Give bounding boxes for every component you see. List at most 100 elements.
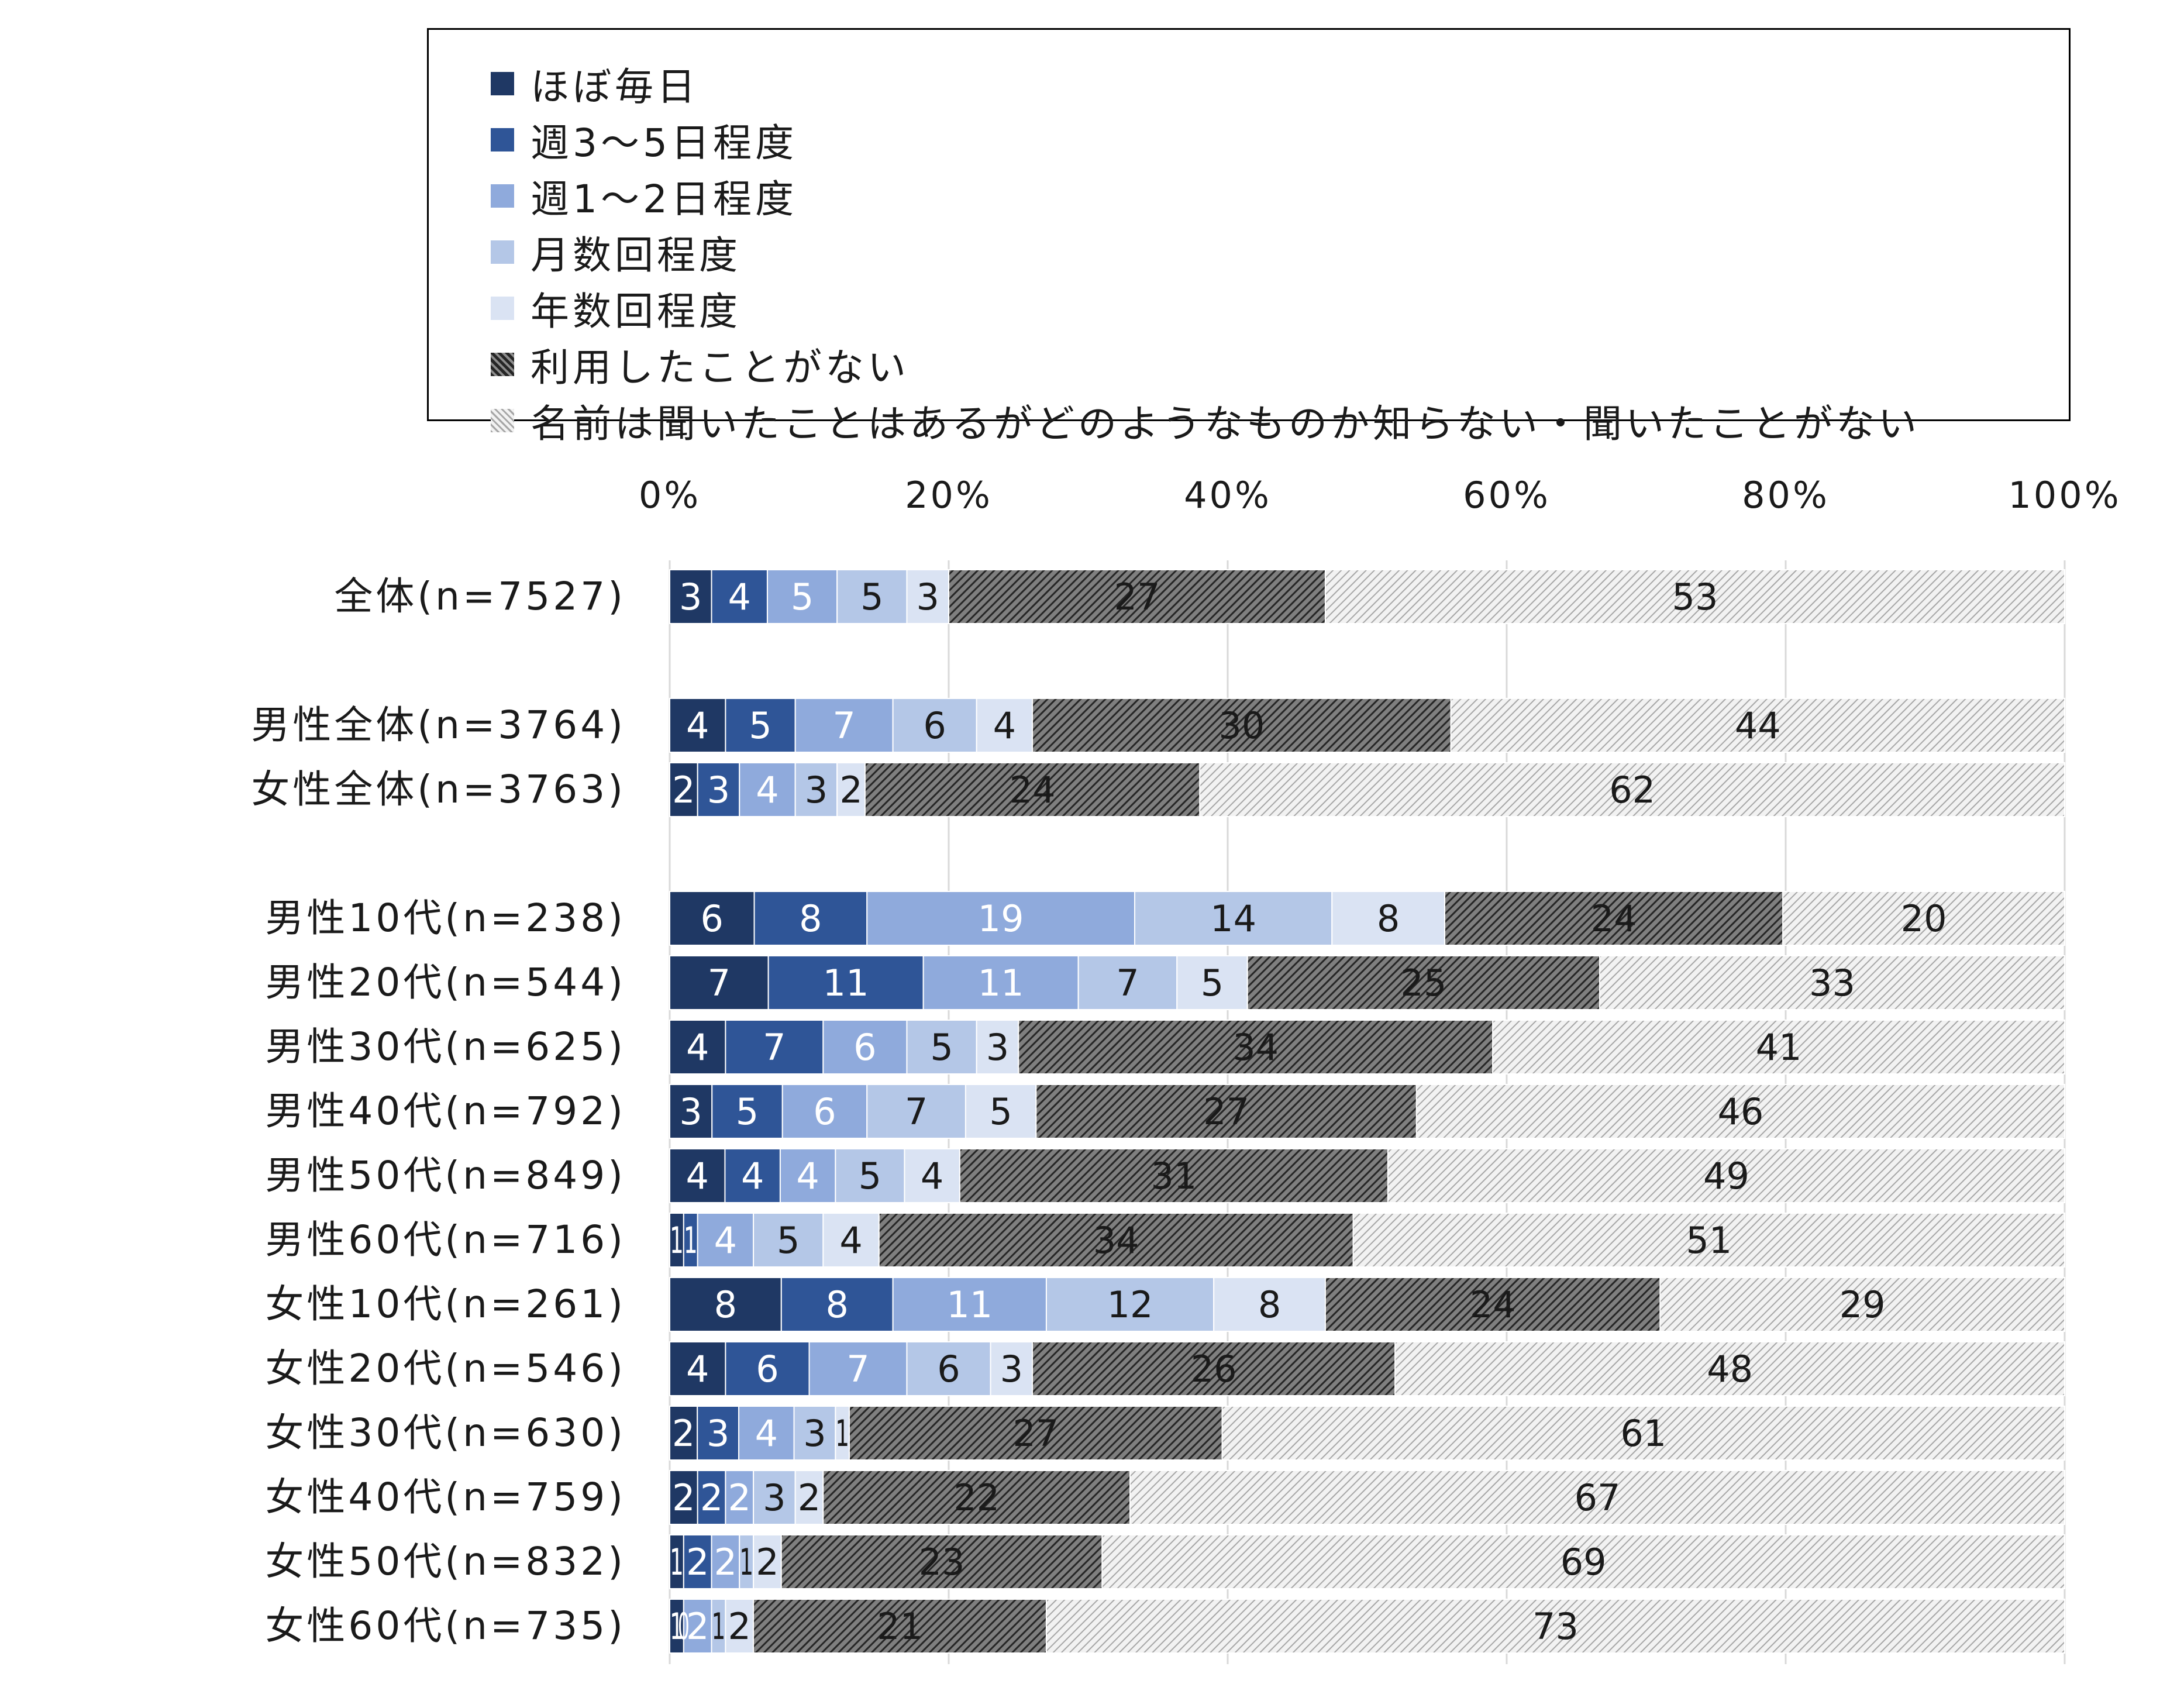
data-label: 2 bbox=[839, 769, 862, 811]
bar-segment bbox=[878, 1213, 1354, 1268]
data-label: 1 bbox=[712, 1605, 726, 1648]
data-label: 1 bbox=[670, 1219, 684, 1262]
data-label: 5 bbox=[860, 576, 883, 618]
data-label: 3 bbox=[679, 1090, 702, 1133]
data-label: 41 bbox=[1756, 1026, 1802, 1069]
data-label: 30 bbox=[1218, 704, 1265, 747]
bar-segment bbox=[697, 1470, 726, 1525]
legend-item: 利用したことがない bbox=[491, 341, 910, 390]
data-label: 7 bbox=[832, 704, 855, 747]
bar-segment bbox=[725, 698, 796, 753]
x-tick-label: 40% bbox=[1184, 474, 1272, 517]
bar-segment bbox=[948, 569, 1326, 624]
bar-segment bbox=[669, 1084, 713, 1139]
data-label: 26 bbox=[1191, 1348, 1237, 1390]
category-labels: 全体(n=7527) 男性全体(n=3764) 女性全体(n=3763) 男性10代(… bbox=[251, 574, 626, 1648]
data-label: 11 bbox=[946, 1283, 993, 1326]
bar-segment bbox=[669, 1341, 726, 1396]
data-label: 5 bbox=[749, 704, 771, 747]
category-label: 女性10代(n=261) bbox=[265, 1282, 626, 1327]
data-label: 3 bbox=[916, 576, 939, 618]
bar-segment bbox=[781, 1084, 868, 1139]
bar-segment bbox=[1324, 1277, 1661, 1332]
bar-segment bbox=[1213, 1277, 1326, 1332]
bar-segment bbox=[976, 698, 1034, 753]
data-label: 46 bbox=[1717, 1090, 1763, 1133]
data-label: 7 bbox=[905, 1090, 928, 1133]
x-tick-label: 60% bbox=[1463, 474, 1551, 517]
legend-label: 年数回程度 bbox=[531, 289, 741, 334]
data-label: 11 bbox=[978, 962, 1024, 1004]
data-label: 2 bbox=[728, 1476, 751, 1519]
data-label: 3 bbox=[763, 1476, 786, 1519]
legend-swatch bbox=[491, 240, 514, 264]
data-label: 44 bbox=[1735, 704, 1781, 747]
data-label: 3 bbox=[707, 769, 730, 811]
data-label: 4 bbox=[741, 1155, 764, 1197]
data-label: 31 bbox=[1150, 1155, 1197, 1197]
data-label: 2 bbox=[672, 1412, 695, 1455]
bar-segment bbox=[1032, 698, 1452, 753]
bar-segment bbox=[1045, 1599, 2065, 1654]
x-tick-label: 20% bbox=[905, 474, 993, 517]
bar-segment bbox=[725, 1599, 755, 1654]
bars bbox=[669, 569, 2066, 1654]
data-label: 69 bbox=[1561, 1541, 1607, 1583]
bar-segment bbox=[1035, 1084, 1417, 1139]
data-label: 24 bbox=[1010, 769, 1056, 811]
data-label: 4 bbox=[993, 704, 1016, 747]
legend-item: 週3～5日程度 bbox=[491, 116, 797, 166]
bar-segment bbox=[793, 1406, 836, 1461]
data-label: 62 bbox=[1609, 769, 1655, 811]
data-label: 2 bbox=[798, 1476, 821, 1519]
bar-segment bbox=[1077, 955, 1178, 1010]
data-label: 14 bbox=[1210, 897, 1256, 940]
category-label: 男性40代(n=792) bbox=[265, 1089, 626, 1134]
data-label: 7 bbox=[1116, 962, 1139, 1004]
data-label: 1 bbox=[670, 1541, 684, 1583]
bar-segment bbox=[864, 762, 1201, 817]
data-label: 7 bbox=[763, 1026, 786, 1069]
bar-segment bbox=[669, 891, 755, 946]
data-label: 7 bbox=[846, 1348, 869, 1390]
data-label: 33 bbox=[1809, 962, 1855, 1004]
bar-segment bbox=[1394, 1341, 2065, 1396]
bar-segment bbox=[1199, 762, 2065, 817]
bar-segment bbox=[753, 1213, 824, 1268]
bar-segment bbox=[753, 1599, 1047, 1654]
data-label: 4 bbox=[755, 1412, 778, 1455]
bar-segment bbox=[711, 1534, 740, 1589]
bar-segment bbox=[669, 1470, 698, 1525]
data-label: 27 bbox=[1012, 1412, 1059, 1455]
category-label: 男性10代(n=238) bbox=[265, 896, 626, 941]
bar-segment bbox=[794, 1470, 824, 1525]
bar-segment bbox=[1018, 1020, 1494, 1075]
legend-label: 利用したことがない bbox=[531, 345, 910, 390]
bar-segment bbox=[866, 891, 1135, 946]
bar-segment bbox=[892, 698, 977, 753]
data-label: 3 bbox=[679, 576, 702, 618]
data-label: 1 bbox=[739, 1541, 753, 1583]
data-label: 0 bbox=[678, 1605, 690, 1648]
bar-segment bbox=[1352, 1213, 2065, 1268]
bar-segment bbox=[766, 569, 838, 624]
bar-segment bbox=[1387, 1148, 2066, 1203]
data-label: 4 bbox=[796, 1155, 819, 1197]
data-label: 34 bbox=[1232, 1026, 1279, 1069]
category-label: 男性60代(n=716) bbox=[265, 1217, 626, 1262]
data-label: 5 bbox=[930, 1026, 953, 1069]
data-label: 21 bbox=[877, 1605, 923, 1648]
data-label: 23 bbox=[919, 1541, 965, 1583]
data-label: 4 bbox=[714, 1219, 737, 1262]
category-label: 全体(n=7527) bbox=[334, 574, 626, 619]
data-label: 5 bbox=[1201, 962, 1224, 1004]
data-label: 3 bbox=[986, 1026, 1009, 1069]
category-label: 女性30代(n=630) bbox=[265, 1410, 626, 1455]
category-label: 男性30代(n=625) bbox=[265, 1024, 626, 1069]
bar-segment bbox=[866, 1084, 966, 1139]
data-label: 3 bbox=[707, 1412, 729, 1455]
data-label: 2 bbox=[686, 1541, 709, 1583]
data-label: 25 bbox=[1400, 962, 1446, 1004]
bar-segment bbox=[669, 698, 726, 753]
